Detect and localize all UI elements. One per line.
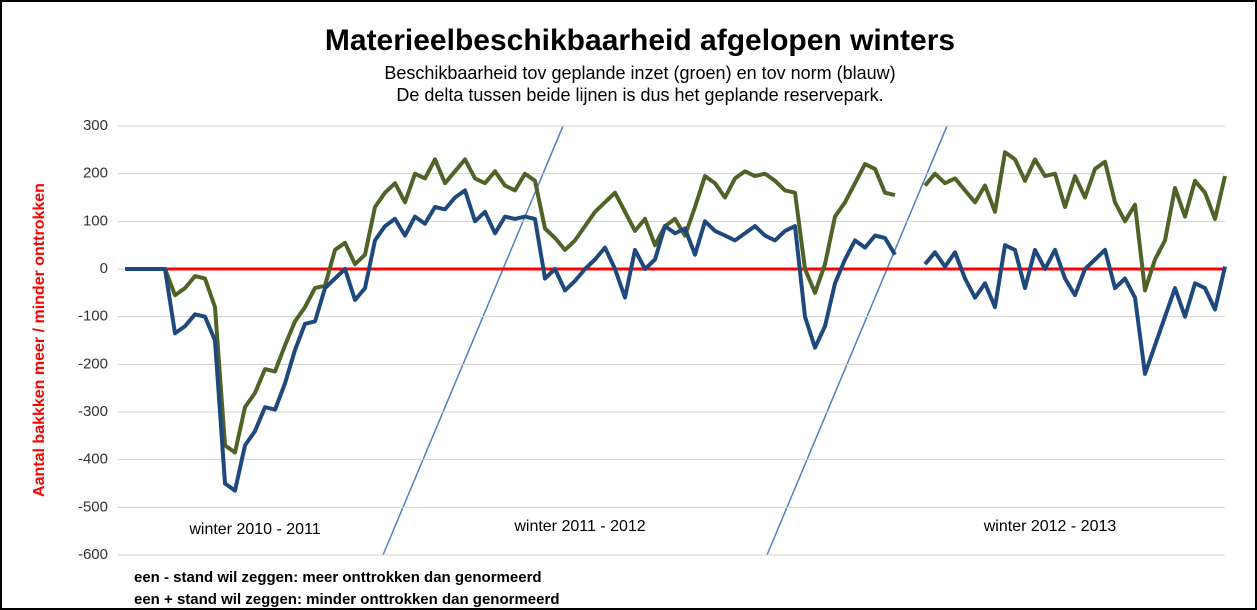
y-axis-label: Aantal bakkken meer / minder onttrokken bbox=[31, 183, 48, 497]
subtitle: De delta tussen beide lijnen is dus het … bbox=[396, 85, 883, 105]
subtitle: Beschikbaarheid tov geplande inzet (groe… bbox=[384, 63, 895, 83]
annotation: winter 2011 - 2012 bbox=[513, 518, 645, 535]
note: een + stand wil zeggen: minder onttrokke… bbox=[134, 591, 560, 608]
y-tick-label: 200 bbox=[83, 165, 108, 182]
y-tick-label: -400 bbox=[78, 451, 108, 468]
y-tick-label: 300 bbox=[83, 117, 108, 134]
y-tick-label: -300 bbox=[78, 403, 108, 420]
y-tick-label: -100 bbox=[78, 308, 108, 325]
note: een - stand wil zeggen: meer onttrokken … bbox=[134, 569, 542, 586]
y-tick-label: -200 bbox=[78, 355, 108, 372]
y-tick-label: -500 bbox=[78, 498, 108, 515]
chart-title: Materieelbeschikbaarheid afgelopen winte… bbox=[325, 24, 955, 57]
y-tick-label: 100 bbox=[83, 212, 108, 229]
y-tick-label: 0 bbox=[100, 260, 108, 277]
separator bbox=[766, 125, 948, 556]
separator bbox=[382, 125, 564, 556]
series-line bbox=[125, 188, 1227, 493]
annotation: winter 2012 - 2013 bbox=[983, 518, 1117, 535]
series-line bbox=[125, 150, 1227, 455]
annotation: winter 2010 - 2011 bbox=[188, 521, 320, 538]
y-tick-label: -600 bbox=[78, 546, 108, 563]
